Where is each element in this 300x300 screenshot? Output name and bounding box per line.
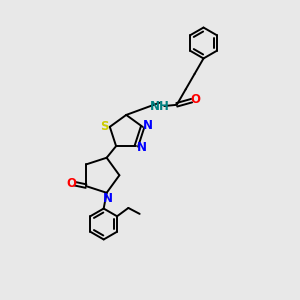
Text: N: N — [103, 192, 113, 205]
Text: S: S — [100, 120, 109, 133]
Text: N: N — [143, 119, 153, 132]
Text: O: O — [66, 177, 76, 190]
Text: O: O — [190, 93, 200, 106]
Text: N: N — [137, 141, 147, 154]
Text: NH: NH — [150, 100, 169, 113]
